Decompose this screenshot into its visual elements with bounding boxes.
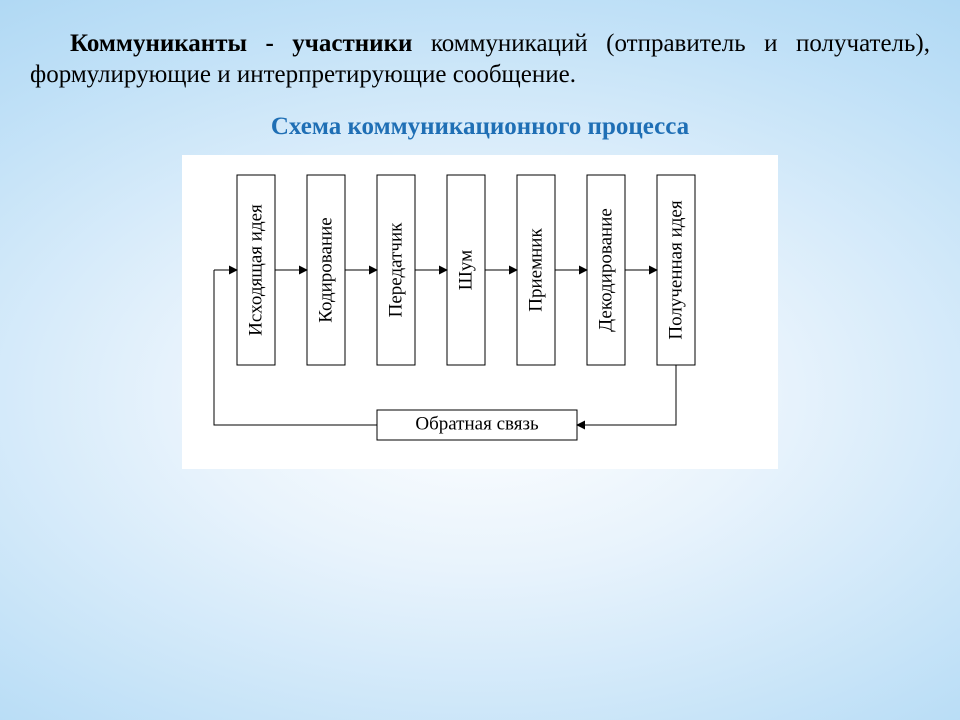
- intro-bold: Коммуниканты - участники: [70, 30, 412, 57]
- feedback-label: Обратная связь: [415, 413, 539, 434]
- flow-label-5: Декодирование: [595, 208, 616, 332]
- flow-label-3: Шум: [455, 249, 476, 289]
- feedback-path-right: [577, 365, 676, 425]
- communication-flowchart: Исходящая идея Кодирование Передатчик Шум Пр…: [182, 165, 778, 455]
- flow-label-0: Исходящая идея: [245, 203, 266, 335]
- flow-label-1: Кодирование: [315, 217, 336, 322]
- flow-label-2: Передатчик: [385, 221, 406, 316]
- flow-label-4: Приемник: [525, 227, 546, 311]
- diagram-container: Исходящая идея Кодирование Передатчик Шум Пр…: [182, 155, 778, 469]
- flow-label-6: Полученная идея: [665, 200, 686, 339]
- intro-paragraph: Коммуниканты - участники коммуникаций (о…: [0, 0, 960, 91]
- diagram-title: Схема коммуникационного процесса: [0, 113, 960, 141]
